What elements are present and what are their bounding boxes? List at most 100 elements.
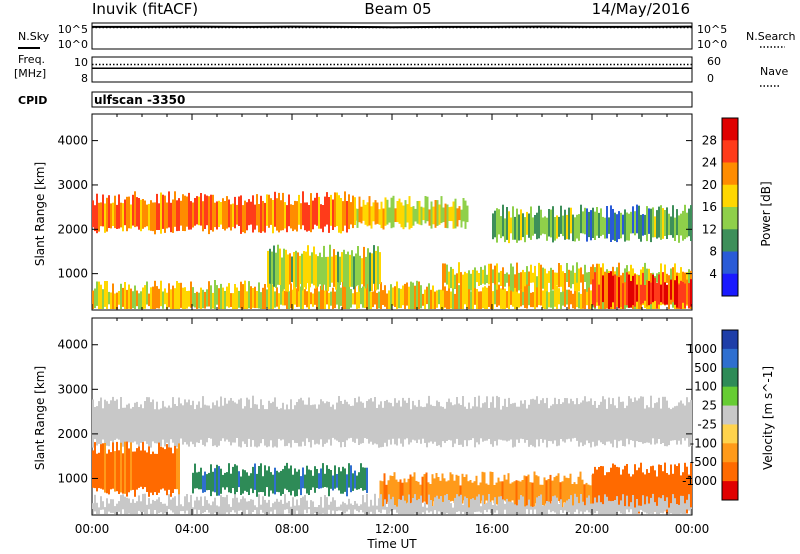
- velocity-cell: [445, 481, 448, 506]
- power-cell: [490, 263, 492, 288]
- velocity-cell: [525, 476, 528, 507]
- power-cell: [359, 255, 361, 292]
- velocity-cell: [462, 504, 464, 512]
- power-cell: [684, 272, 686, 286]
- velocity-cell: [318, 505, 320, 514]
- velocity-cell: [410, 503, 412, 514]
- velocity-cell: [142, 442, 144, 490]
- power-cell: [650, 208, 652, 243]
- velocity-colorbar-tick: 1000: [686, 342, 717, 356]
- velocity-cell: [136, 448, 138, 490]
- freq-label-line1: Freq.: [18, 53, 45, 66]
- velocity-cell: [428, 395, 430, 443]
- power-cell: [228, 199, 230, 228]
- power-cell: [320, 285, 322, 309]
- velocity-cell: [410, 409, 412, 443]
- power-cell: [128, 284, 130, 309]
- velocity-cell: [170, 499, 172, 511]
- power-cell: [174, 191, 176, 227]
- velocity-cell: [624, 465, 626, 507]
- velocity-cell: [168, 447, 170, 490]
- velocity-cell: [378, 404, 380, 448]
- power-cell: [258, 282, 260, 309]
- velocity-cell: [258, 408, 260, 447]
- power-cell: [120, 202, 122, 228]
- velocity-cell: [492, 396, 494, 447]
- velocity-cell: [652, 465, 654, 506]
- velocity-cell: [632, 474, 634, 512]
- velocity-cell: [686, 499, 688, 510]
- velocity-cell: [424, 406, 426, 443]
- velocity-cell: [534, 506, 536, 510]
- velocity-cell: [390, 402, 392, 445]
- velocity-cell: [458, 403, 460, 445]
- velocity-cell: [447, 480, 450, 502]
- power-cell: [284, 202, 286, 229]
- velocity-cell: [405, 482, 408, 508]
- power-cell: [454, 198, 457, 229]
- power-cell: [335, 255, 337, 290]
- power-cell: [402, 205, 405, 230]
- velocity-cell: [407, 478, 410, 503]
- power-cell: [367, 248, 369, 285]
- power-cell: [262, 287, 264, 309]
- power-cell: [356, 292, 358, 309]
- power-cell: [366, 202, 369, 227]
- velocity-cell: [650, 466, 652, 511]
- velocity-cell: [550, 405, 552, 442]
- velocity-cell: [128, 498, 130, 514]
- velocity-cell: [575, 484, 578, 501]
- velocity-cell: [392, 496, 394, 510]
- velocity-cell: [198, 500, 200, 510]
- power-cell: [554, 272, 556, 290]
- velocity-colorbar-swatch: [722, 367, 738, 388]
- velocity-cell: [178, 494, 180, 514]
- velocity-cell: [292, 474, 294, 491]
- velocity-cell: [256, 507, 258, 514]
- sky-noise-panel: [91, 22, 693, 50]
- power-cell: [378, 209, 381, 225]
- power-cell: [552, 290, 554, 309]
- velocity-cell: [316, 408, 318, 444]
- power-cell: [122, 287, 124, 307]
- velocity-cell: [114, 400, 116, 440]
- velocity-cell: [401, 482, 404, 506]
- power-cell: [355, 253, 357, 287]
- power-cell: [562, 282, 564, 306]
- velocity-cell: [150, 503, 152, 514]
- power-cell: [632, 206, 634, 234]
- power-cell: [206, 195, 208, 226]
- velocity-cell: [514, 402, 516, 447]
- velocity-cell: [622, 494, 624, 514]
- velocity-cell: [638, 398, 640, 442]
- power-cell: [394, 286, 396, 307]
- velocity-cell: [202, 475, 204, 493]
- velocity-cell: [124, 496, 126, 514]
- velocity-cell: [216, 400, 218, 448]
- power-cell: [656, 273, 658, 283]
- power-cell: [662, 208, 664, 239]
- velocity-cell: [364, 467, 366, 491]
- velocity-cell: [240, 398, 242, 448]
- velocity-cell: [442, 406, 444, 442]
- power-cell: [315, 254, 317, 289]
- power-cell: [532, 272, 534, 283]
- power-cell: [492, 269, 494, 284]
- power-cell: [390, 197, 393, 229]
- power-cell: [292, 204, 294, 232]
- velocity-cell: [144, 450, 146, 488]
- power-cell: [232, 203, 234, 227]
- power-cell: [304, 289, 306, 305]
- power-cell: [406, 204, 409, 223]
- power-cell: [648, 281, 650, 306]
- power-cell: [382, 290, 384, 305]
- velocity-cell: [422, 506, 424, 513]
- velocity-cell: [336, 474, 338, 488]
- velocity-cell: [230, 473, 232, 494]
- velocity-cell: [260, 399, 262, 444]
- power-y-axis-label: Slant Range [km]: [33, 162, 47, 266]
- power-cell: [306, 202, 308, 232]
- velocity-cell: [320, 399, 322, 440]
- velocity-cell: [537, 476, 540, 508]
- velocity-cell: [381, 481, 384, 509]
